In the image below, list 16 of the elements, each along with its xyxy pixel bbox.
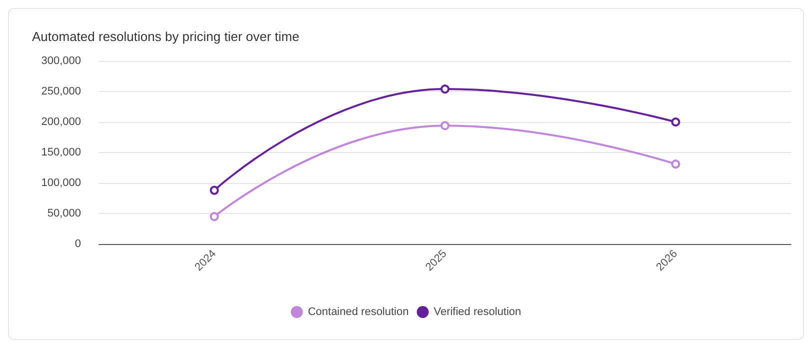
point xyxy=(440,84,450,94)
chart-title: Automated resolutions by pricing tier over time xyxy=(32,29,300,44)
point xyxy=(210,186,219,195)
legend-label: Contained resolution xyxy=(308,306,409,318)
y-tick-label: 100,000 xyxy=(41,177,81,189)
point xyxy=(671,118,680,126)
y-tick-label: 250,000 xyxy=(41,86,81,98)
point xyxy=(210,212,219,222)
y-tick-label: 0 xyxy=(74,238,81,250)
y-tick-label: 200,000 xyxy=(41,116,81,128)
point xyxy=(671,160,680,169)
legend-label: Verified resolution xyxy=(434,306,522,318)
y-tick-label: 50,000 xyxy=(47,208,81,220)
point xyxy=(440,121,450,130)
y-tick-label: 150,000 xyxy=(41,146,81,158)
y-tick-label: 300,000 xyxy=(41,55,81,67)
